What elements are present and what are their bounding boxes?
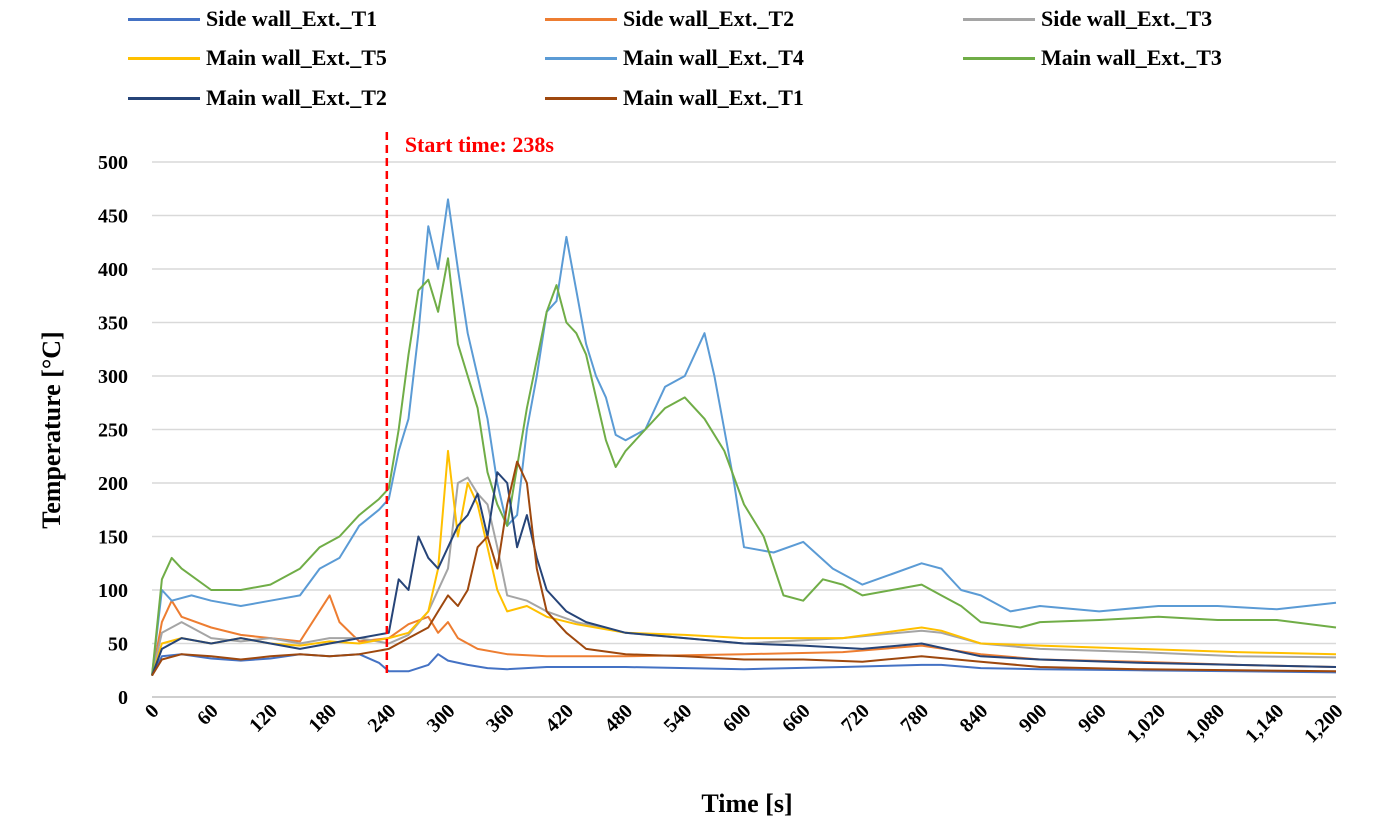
x-tick-label: 60 <box>193 700 223 730</box>
series-line-5 <box>151 257 1337 676</box>
gridlines <box>152 161 1336 698</box>
legend-label: Main wall_Ext._T5 <box>206 45 387 70</box>
x-tick-label: 1,200 <box>1300 700 1347 747</box>
x-tick-label: 0 <box>141 700 164 723</box>
y-tick-label: 150 <box>98 527 128 549</box>
x-tick-label: 720 <box>837 700 874 737</box>
x-tick-label: 180 <box>304 700 341 737</box>
x-axis-title: Time [s] <box>701 789 792 818</box>
y-tick-label: 400 <box>98 259 128 281</box>
y-tick-label: 450 <box>98 206 128 228</box>
x-tick-label: 1,140 <box>1241 700 1288 747</box>
x-tick-label: 420 <box>541 700 578 737</box>
series-line-3 <box>151 449 1337 676</box>
legend-entry-main-wall-t4: Main wall_Ext._T4 <box>545 43 804 73</box>
annotation-layer: Start time: 238s <box>385 132 555 677</box>
legend-entry-side-wall-t3: Side wall_Ext._T3 <box>963 4 1212 34</box>
legend-swatch <box>545 96 617 100</box>
y-tick-label: 300 <box>98 366 128 388</box>
x-tick-label: 480 <box>600 700 637 737</box>
series-line-0 <box>151 653 1337 677</box>
legend-entry-main-wall-t3: Main wall_Ext._T3 <box>963 43 1222 73</box>
legend-swatch <box>128 96 200 100</box>
x-tick-label: 840 <box>956 700 993 737</box>
x-tick-label: 240 <box>364 700 401 737</box>
legend-label: Main wall_Ext._T2 <box>206 85 387 110</box>
y-tick-label: 0 <box>118 687 128 709</box>
y-axis-title: Temperature [°C] <box>37 331 66 528</box>
x-tick-label: 660 <box>778 700 815 737</box>
y-tick-label: 350 <box>98 313 128 335</box>
legend-swatch <box>963 56 1035 60</box>
y-tick-label: 500 <box>98 152 128 174</box>
series-line-2 <box>151 476 1337 676</box>
x-tick-label: 1,020 <box>1123 700 1170 747</box>
y-axis-ticks: 0 50 100 150 200 250 300 350 400 450 500 <box>98 152 128 709</box>
legend-swatch <box>545 56 617 60</box>
series-layer <box>151 198 1337 677</box>
legend-label: Main wall_Ext._T1 <box>623 85 804 110</box>
series-line-7 <box>151 460 1337 677</box>
start-time-label: Start time: 238s <box>405 132 555 157</box>
legend-label: Side wall_Ext._T3 <box>1041 6 1213 31</box>
legend-label: Side wall_Ext._T1 <box>206 6 378 31</box>
x-tick-label: 960 <box>1074 700 1111 737</box>
y-tick-label: 250 <box>98 420 128 442</box>
legend-label: Side wall_Ext._T2 <box>623 6 795 31</box>
x-tick-label: 120 <box>245 700 282 737</box>
y-tick-label: 50 <box>108 634 128 656</box>
legend-swatch <box>128 17 200 21</box>
legend-entry-main-wall-t2: Main wall_Ext._T2 <box>128 83 387 113</box>
y-tick-label: 200 <box>98 473 128 495</box>
x-tick-label: 1,080 <box>1182 700 1229 747</box>
legend-label: Main wall_Ext._T4 <box>623 45 804 70</box>
x-tick-label: 300 <box>423 700 460 737</box>
x-tick-label: 540 <box>660 700 697 737</box>
legend-swatch <box>963 17 1035 21</box>
legend-entry-main-wall-t1: Main wall_Ext._T1 <box>545 83 804 113</box>
series-line-4 <box>151 198 1337 676</box>
x-axis-ticks: 0 60 120 180 240 300 360 420 480 540 600 660 720 780 8… <box>141 700 1348 747</box>
x-tick-label: 900 <box>1015 700 1052 737</box>
legend-swatch <box>128 56 200 60</box>
legend-entry-main-wall-t5: Main wall_Ext._T5 <box>128 43 387 73</box>
legend-label: Main wall_Ext._T3 <box>1041 45 1222 70</box>
legend-swatch <box>545 17 617 21</box>
x-tick-label: 360 <box>482 700 519 737</box>
legend: Side wall_Ext._T1 Side wall_Ext._T2 Side… <box>0 0 1381 120</box>
x-tick-label: 780 <box>896 700 933 737</box>
x-tick-label: 600 <box>719 700 756 737</box>
legend-entry-side-wall-t1: Side wall_Ext._T1 <box>128 4 377 34</box>
y-tick-label: 100 <box>98 580 128 602</box>
legend-entry-side-wall-t2: Side wall_Ext._T2 <box>545 4 794 34</box>
